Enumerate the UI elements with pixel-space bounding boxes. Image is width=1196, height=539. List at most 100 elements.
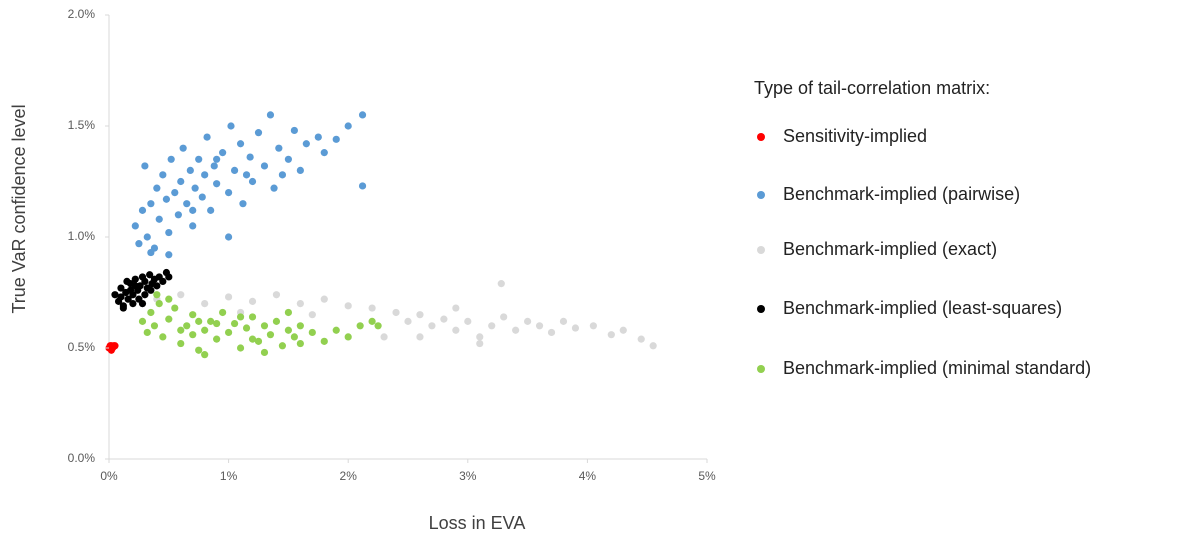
- point: [225, 293, 233, 301]
- point: [236, 140, 245, 148]
- point: [213, 319, 221, 328]
- point: [649, 342, 657, 350]
- point: [314, 133, 322, 141]
- point: [227, 122, 235, 130]
- x-tick-label: 3%: [459, 469, 477, 483]
- point: [332, 326, 340, 334]
- point: [111, 291, 119, 299]
- point: [344, 122, 352, 130]
- point: [195, 317, 203, 325]
- point: [201, 351, 209, 359]
- point: [213, 335, 221, 343]
- point: [230, 166, 239, 174]
- point: [254, 337, 263, 345]
- legend-label: Benchmark-implied (exact): [783, 239, 997, 259]
- point: [213, 155, 221, 163]
- point: [547, 328, 556, 337]
- point: [619, 326, 627, 334]
- point: [219, 308, 227, 317]
- point: [380, 333, 388, 341]
- point: [320, 295, 328, 303]
- point: [162, 195, 171, 203]
- point: [416, 311, 424, 319]
- point: [296, 166, 304, 174]
- point: [138, 300, 147, 308]
- point: [260, 348, 269, 357]
- point: [571, 324, 580, 332]
- point: [131, 222, 139, 230]
- point: [284, 308, 292, 317]
- point: [186, 166, 194, 174]
- point: [153, 184, 161, 192]
- point: [165, 251, 173, 259]
- point: [171, 189, 179, 197]
- point: [242, 171, 251, 179]
- point: [497, 280, 505, 288]
- point: [524, 317, 532, 325]
- point: [296, 322, 304, 330]
- point: [167, 155, 175, 163]
- point: [143, 233, 151, 241]
- point: [236, 313, 245, 321]
- x-tick-label: 4%: [579, 469, 597, 483]
- point: [246, 153, 254, 161]
- point: [358, 182, 367, 190]
- point: [213, 180, 221, 188]
- point: [242, 324, 251, 332]
- point: [141, 277, 149, 285]
- point: [207, 317, 215, 325]
- point: [189, 222, 197, 230]
- point: [201, 171, 209, 179]
- point: [147, 286, 155, 294]
- point: [272, 317, 281, 325]
- point: [189, 206, 197, 214]
- point: [440, 315, 448, 323]
- x-tick-label: 1%: [220, 469, 238, 483]
- point: [589, 322, 597, 330]
- legend-marker: [757, 246, 765, 254]
- point: [374, 322, 382, 330]
- point: [278, 342, 287, 350]
- point: [198, 193, 206, 201]
- point: [302, 140, 310, 148]
- point: [195, 155, 203, 163]
- point: [195, 346, 203, 354]
- point: [135, 240, 143, 248]
- point: [191, 184, 199, 192]
- legend-label: Sensitivity-implied: [783, 126, 927, 146]
- point: [147, 248, 155, 257]
- point: [266, 331, 275, 339]
- point: [124, 295, 132, 303]
- point: [476, 339, 484, 348]
- point: [476, 333, 484, 341]
- point: [165, 295, 173, 303]
- point: [296, 300, 304, 308]
- point: [143, 328, 151, 337]
- point: [320, 149, 328, 157]
- point: [248, 313, 257, 321]
- point: [165, 273, 173, 281]
- y-tick-label: 2.0%: [68, 7, 96, 21]
- point: [452, 326, 460, 334]
- point: [270, 184, 278, 192]
- point: [275, 144, 283, 152]
- y-axis-title: True VaR confidence level: [9, 104, 29, 313]
- point: [123, 277, 131, 285]
- legend-marker: [757, 133, 765, 141]
- point: [637, 335, 645, 343]
- point: [201, 326, 209, 334]
- point: [392, 308, 400, 317]
- point: [272, 291, 281, 299]
- point: [146, 271, 154, 279]
- point: [203, 133, 211, 141]
- point: [159, 333, 167, 341]
- point: [266, 111, 275, 119]
- point: [368, 304, 376, 312]
- point: [210, 162, 218, 170]
- point: [155, 300, 163, 308]
- point: [177, 339, 185, 348]
- point: [225, 328, 233, 337]
- legend-marker: [757, 365, 765, 373]
- point: [239, 200, 247, 208]
- point: [177, 291, 185, 299]
